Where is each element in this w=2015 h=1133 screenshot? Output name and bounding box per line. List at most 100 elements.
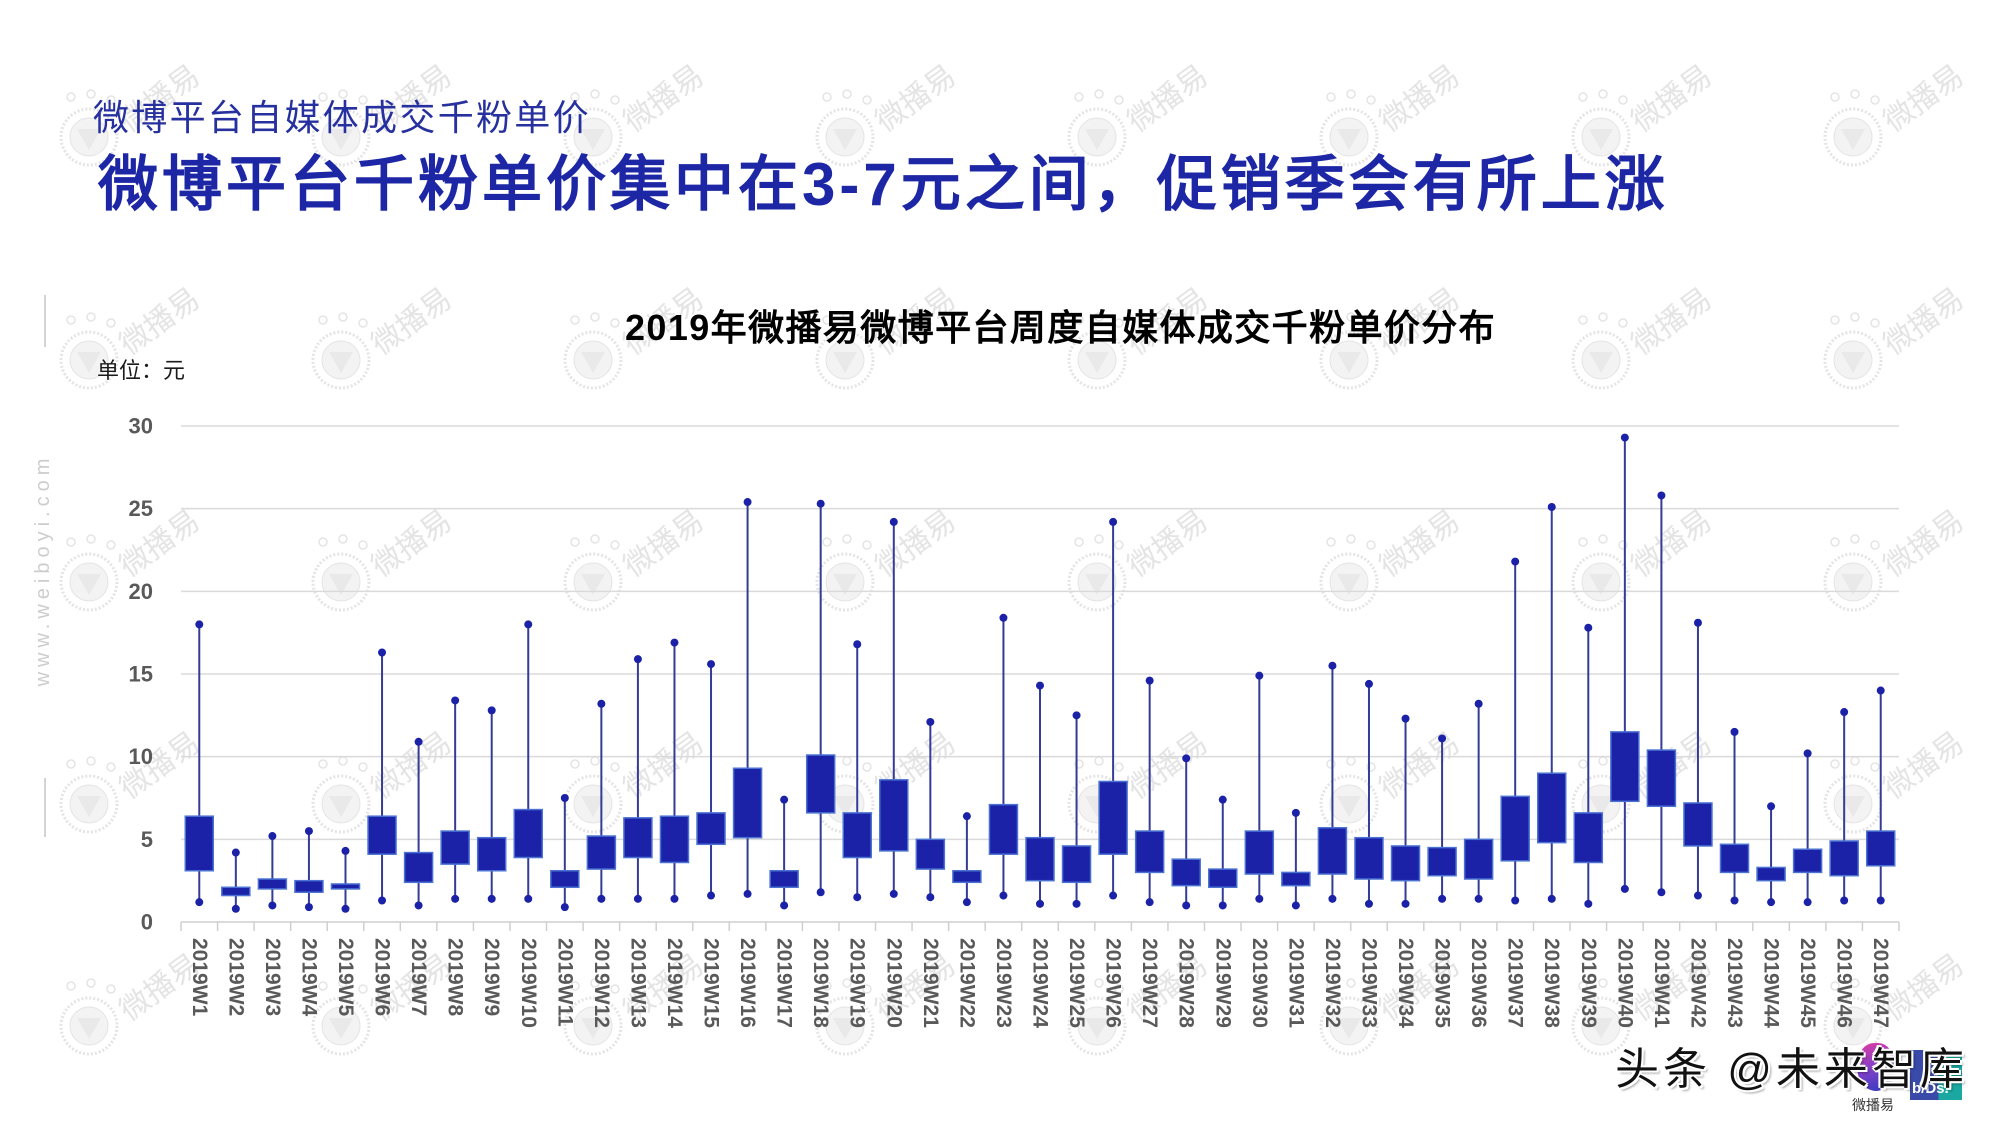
min-dot xyxy=(524,894,533,903)
max-dot xyxy=(1291,808,1300,817)
iqr-box xyxy=(367,815,397,855)
watermark-triangle-icon xyxy=(329,129,353,150)
iqr-box xyxy=(1610,731,1640,803)
min-dot xyxy=(1145,898,1154,907)
watermark-triangle-icon xyxy=(1085,1018,1109,1039)
watermark-triangle-icon xyxy=(1085,352,1109,373)
watermark-dot-icon xyxy=(1578,315,1588,325)
iqr-box xyxy=(1281,871,1311,887)
watermark-dot-icon xyxy=(318,981,328,991)
iqr-box xyxy=(1719,843,1750,874)
max-dot xyxy=(524,620,533,629)
min-dot xyxy=(341,904,350,913)
x-tick-label: 2019W13 xyxy=(626,938,649,1028)
y-tick-label: 25 xyxy=(129,496,153,521)
watermark-dot-icon xyxy=(86,756,96,766)
max-dot xyxy=(1767,802,1776,811)
watermark-dot-icon xyxy=(66,92,76,102)
watermark-dot-icon xyxy=(86,534,96,544)
iqr-box xyxy=(586,835,617,870)
x-tick-label: 2019W33 xyxy=(1357,938,1380,1028)
watermark-dot-icon xyxy=(1366,95,1376,105)
watermark-circle-icon xyxy=(1823,330,1883,390)
watermark-dot-icon xyxy=(1870,540,1880,550)
watermark-dot-icon xyxy=(1598,89,1608,99)
min-dot xyxy=(816,888,825,897)
watermark-circle-icon xyxy=(1067,330,1127,390)
watermark-circle-icon xyxy=(1067,107,1127,167)
x-tick-label: 2019W11 xyxy=(553,938,576,1027)
min-dot xyxy=(560,903,569,912)
watermark-circle-icon xyxy=(1823,552,1883,612)
box-item xyxy=(1719,727,1750,905)
box-item xyxy=(659,638,690,903)
watermark-dot-icon xyxy=(1870,95,1880,105)
x-tick-label: 2019W17 xyxy=(773,938,796,1028)
watermark-circle-icon xyxy=(1067,552,1127,612)
box-item xyxy=(257,832,288,910)
min-dot xyxy=(304,903,313,912)
x-tick-label: 2019W42 xyxy=(1686,938,1709,1028)
min-dot xyxy=(1474,894,1483,903)
watermark-dot-icon xyxy=(1326,759,1336,769)
iqr-box xyxy=(696,812,726,846)
x-tick-label: 2019W7 xyxy=(407,938,430,1016)
x-tick-label: 2019W14 xyxy=(663,938,686,1028)
watermark-triangle-icon xyxy=(1589,352,1613,373)
iqr-box xyxy=(1463,838,1494,880)
section-subtitle: 微博平台自媒体成交千粉单价 xyxy=(93,97,591,138)
box-item xyxy=(732,498,763,898)
min-dot xyxy=(1840,896,1849,905)
min-dot xyxy=(1511,896,1520,905)
box-item xyxy=(1354,679,1384,908)
chart-title: 2019年微播易微博平台周度自媒体成交千粉单价分布 xyxy=(625,307,1497,348)
min-dot xyxy=(780,901,789,910)
watermark-triangle-icon xyxy=(77,796,101,817)
box-item xyxy=(1463,699,1494,903)
watermark-dot-icon xyxy=(822,537,832,547)
watermark-circle-icon xyxy=(1571,774,1631,834)
min-dot xyxy=(1328,894,1337,903)
watermark-dot-icon xyxy=(66,315,76,325)
box-item xyxy=(1208,795,1238,910)
min-dot xyxy=(1364,899,1373,908)
iqr-box xyxy=(1536,772,1567,844)
watermark-triangle-icon xyxy=(1589,1018,1613,1039)
watermark-dot-icon xyxy=(106,540,116,550)
x-tick-label: 2019W27 xyxy=(1138,938,1161,1028)
watermark-dot-icon xyxy=(1850,312,1860,322)
min-dot xyxy=(597,894,606,903)
x-tick-label: 2019W35 xyxy=(1431,938,1454,1028)
iqr-box xyxy=(769,869,799,889)
box-item xyxy=(586,699,617,903)
box-item xyxy=(988,613,1019,900)
watermark-circle-icon xyxy=(1571,107,1631,167)
min-dot xyxy=(926,893,935,902)
max-dot xyxy=(743,498,752,507)
watermark-dot-icon xyxy=(1830,92,1840,102)
iqr-box xyxy=(952,869,982,884)
x-tick-label: 2019W4 xyxy=(297,938,320,1017)
watermark-dot-icon xyxy=(590,534,600,544)
watermark-triangle-icon xyxy=(1841,129,1865,150)
y-tick-label: 20 xyxy=(129,579,153,604)
box-item xyxy=(476,706,507,903)
box-item xyxy=(769,795,799,910)
source-credit: 头条 @未来智库 xyxy=(1615,1045,1968,1094)
unit-label: 单位：元 xyxy=(97,358,186,383)
side-divider-top xyxy=(44,295,46,347)
watermark-circle-icon xyxy=(1571,330,1631,390)
watermark-dot-icon xyxy=(822,315,832,325)
box-item xyxy=(1025,681,1055,908)
iqr-box xyxy=(1317,827,1348,875)
watermark-dot-icon xyxy=(570,981,580,991)
max-dot xyxy=(780,795,789,804)
watermark-dot-icon xyxy=(1346,312,1356,322)
box-item xyxy=(1573,623,1604,908)
max-dot xyxy=(1438,734,1447,743)
watermark-triangle-icon xyxy=(1589,129,1613,150)
min-dot xyxy=(1803,898,1812,907)
watermark-dot-icon xyxy=(1346,534,1356,544)
watermark-dot-icon xyxy=(358,762,368,772)
watermark-circle-icon xyxy=(59,107,119,167)
